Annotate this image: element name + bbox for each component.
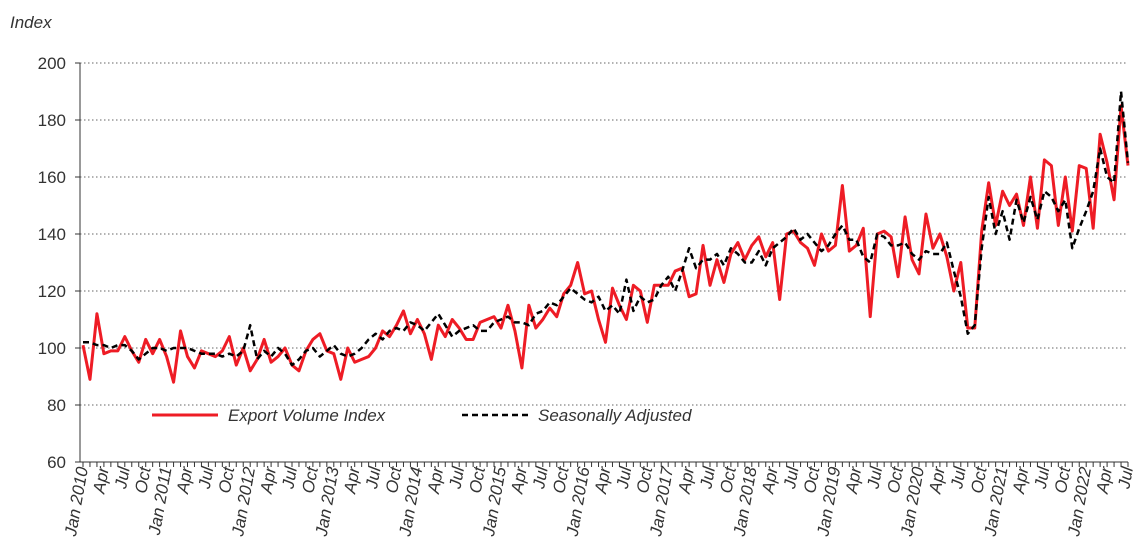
x-tick-label: Oct xyxy=(967,464,991,495)
y-tick-label: 160 xyxy=(38,168,66,187)
x-tick-label: Apr xyxy=(507,464,531,496)
x-tick-label: Apr xyxy=(1093,464,1117,496)
x-tick-label: Jul xyxy=(696,464,719,491)
x-tick-label: Jul xyxy=(529,464,552,491)
x-tick-label: Jul xyxy=(278,464,301,491)
y-axis-label: Index xyxy=(10,13,52,32)
x-tick-label: Jul xyxy=(111,464,134,491)
x-tick-label: Oct xyxy=(131,464,155,495)
y-tick-label: 100 xyxy=(38,339,66,358)
x-tick-label: Jul xyxy=(947,464,970,491)
x-tick-label: Jul xyxy=(195,464,218,491)
x-tick-label: Apr xyxy=(925,464,949,496)
x-tick-label: Jul xyxy=(362,464,385,491)
x-tick-label: Oct xyxy=(800,464,824,495)
y-tick-label: 180 xyxy=(38,111,66,130)
x-tick-label: Oct xyxy=(382,464,406,495)
y-tick-label: 60 xyxy=(47,453,66,472)
x-tick-label: Oct xyxy=(549,464,573,495)
x-tick-label: Jul xyxy=(445,464,468,491)
y-tick-label: 80 xyxy=(47,396,66,415)
x-tick-label: Apr xyxy=(257,464,281,496)
y-tick-label: 120 xyxy=(38,282,66,301)
x-tick-label: Apr xyxy=(424,464,448,496)
x-tick-label: Apr xyxy=(758,464,782,496)
y-tick-label: 200 xyxy=(38,54,66,73)
x-tick-label: Apr xyxy=(591,464,615,496)
data-line xyxy=(83,90,1130,367)
y-tick-label: 140 xyxy=(38,225,66,244)
x-tick-label: Oct xyxy=(633,464,657,495)
legend-label: Seasonally Adjusted xyxy=(538,406,692,425)
x-tick-label: Oct xyxy=(299,464,323,495)
x-tick-label: Oct xyxy=(466,464,490,495)
x-tick-label: Oct xyxy=(1051,464,1075,495)
x-tick-label: Apr xyxy=(675,464,699,496)
x-tick-label: Jan 2010 xyxy=(61,465,92,539)
x-tick-label: Apr xyxy=(340,464,364,496)
legend-label: Export Volume Index xyxy=(228,406,386,425)
x-tick-label: Oct xyxy=(717,464,741,495)
data-line xyxy=(81,104,1130,384)
x-tick-label: Apr xyxy=(89,464,113,496)
x-tick-label: Apr xyxy=(1009,464,1033,496)
x-tick-label: Oct xyxy=(884,464,908,495)
x-tick-label: Oct xyxy=(215,464,239,495)
x-tick-label: Jul xyxy=(863,464,886,491)
x-tick-label: Apr xyxy=(842,464,866,496)
x-tick-label: Apr xyxy=(173,464,197,496)
x-tick-label: Jul xyxy=(1114,464,1135,491)
x-tick-label: Jul xyxy=(780,464,803,491)
x-tick-label: Jul xyxy=(613,464,636,491)
x-tick-label: Jul xyxy=(1031,464,1054,491)
